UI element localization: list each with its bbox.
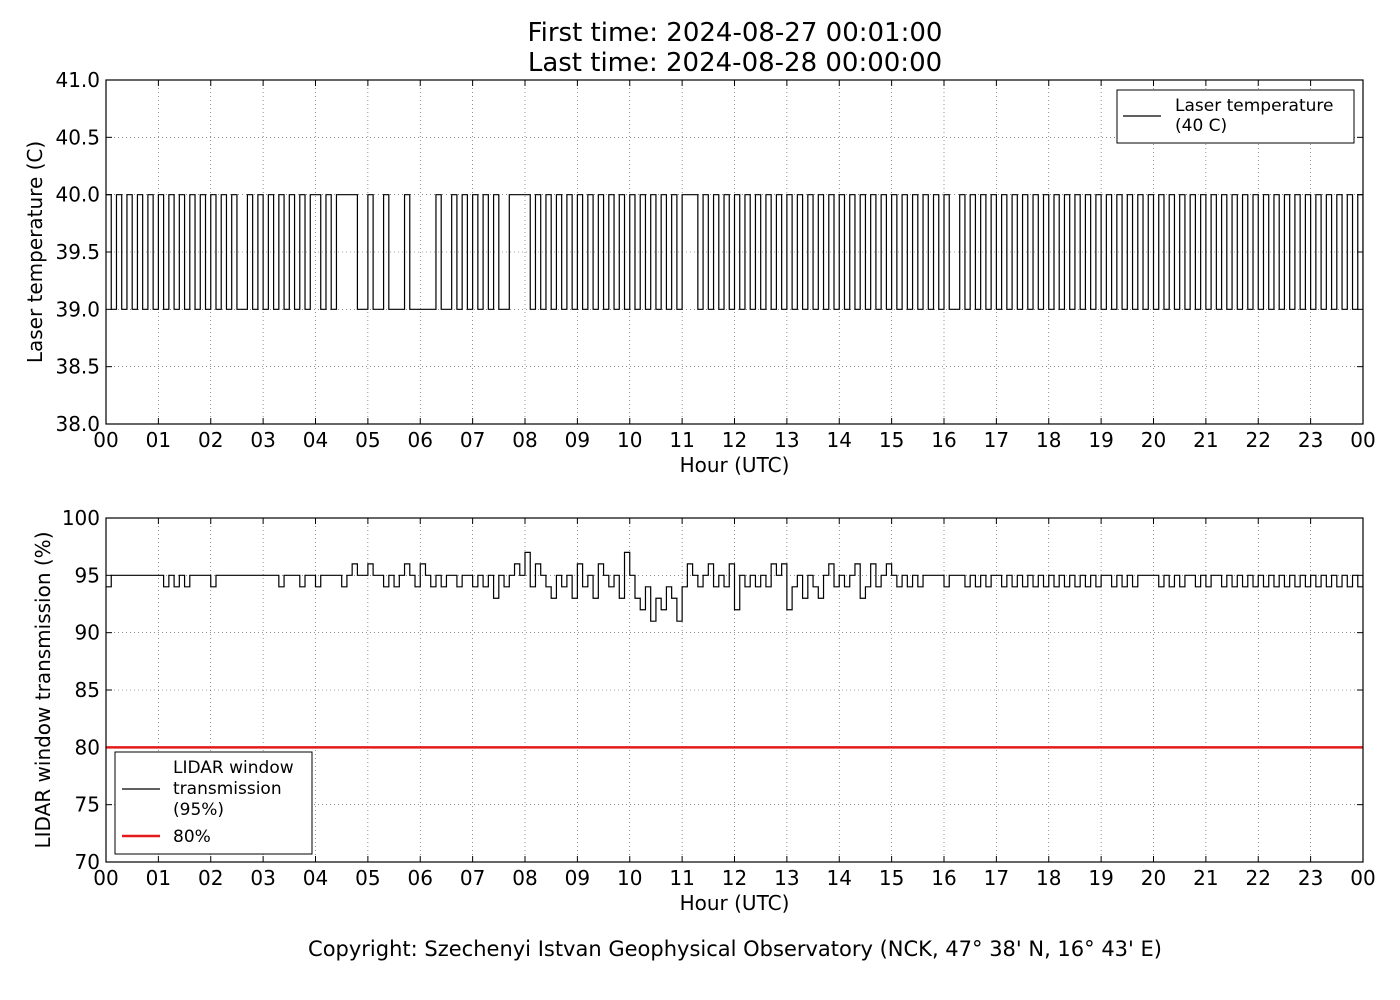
x-tick-label: 09 [565, 428, 590, 452]
x-tick-label: 02 [198, 866, 223, 890]
x-tick-label: 01 [146, 428, 171, 452]
x-tick-label: 16 [931, 428, 956, 452]
legend-label: (95%) [173, 800, 224, 820]
legend-label: transmission [173, 779, 282, 799]
plot-frame [105, 79, 1364, 425]
y-tick-label: 100 [62, 506, 100, 530]
x-tick-label: 00 [93, 428, 118, 452]
x-tick-label: 17 [984, 428, 1009, 452]
x-tick-label: 16 [931, 866, 956, 890]
x-tick-label: 15 [879, 428, 904, 452]
y-tick-label: 38.0 [55, 412, 100, 436]
chart-panel-2: 00 01 02 03 04 05 06 07 08 09 10 11 12 13 14 15 16 17 18 19… [31, 506, 1376, 915]
y-tick-label: 38.5 [55, 355, 100, 379]
x-tick-label: 05 [355, 428, 380, 452]
x-tick-label: 09 [565, 866, 590, 890]
x-tick-label: 20 [1141, 428, 1166, 452]
x-tick-label: 10 [617, 866, 642, 890]
legend-label: 80% [173, 827, 211, 847]
x-tick-label: 02 [198, 428, 223, 452]
x-tick-label: 04 [303, 428, 328, 452]
x-tick-label: 13 [774, 866, 799, 890]
x-tick-label: 18 [1036, 428, 1061, 452]
x-tick-label: 12 [722, 866, 747, 890]
x-tick-label: 13 [774, 428, 799, 452]
x-tick-label: 03 [250, 866, 275, 890]
legend: Laser temperature(40 C) [1116, 89, 1355, 144]
x-tick-label: 06 [408, 866, 433, 890]
legend-label: LIDAR window [173, 758, 294, 778]
plot-frame [105, 517, 1364, 863]
copyright-footer: Copyright: Szechenyi Istvan Geophysical … [308, 937, 1162, 961]
x-tick-label: 00 [1350, 866, 1375, 890]
x-tick-label: 18 [1036, 866, 1061, 890]
y-tick-label: 39.0 [55, 297, 100, 321]
x-tick-label: 22 [1246, 428, 1271, 452]
x-tick-label: 00 [93, 866, 118, 890]
x-axis-label: Hour (UTC) [680, 891, 790, 915]
x-tick-label: 07 [460, 428, 485, 452]
x-tick-label: 05 [355, 866, 380, 890]
x-tick-label: 08 [512, 866, 537, 890]
y-axis-label: Laser temperature (C) [23, 141, 47, 363]
y-tick-label: 95 [75, 563, 100, 587]
x-tick-label: 20 [1141, 866, 1166, 890]
x-tick-label: 03 [250, 428, 275, 452]
chart-title-line-2: Last time: 2024-08-28 00:00:00 [527, 48, 943, 78]
y-tick-label: 85 [75, 678, 100, 702]
x-axis-label: Hour (UTC) [680, 453, 790, 477]
legend-label: Laser temperature [1175, 96, 1333, 116]
x-tick-label: 11 [669, 866, 694, 890]
x-tick-label: 22 [1246, 866, 1271, 890]
series-line-1 [106, 551, 1363, 622]
y-tick-label: 80 [75, 735, 100, 759]
y-tick-label: 39.5 [55, 240, 100, 264]
legend-label: (40 C) [1175, 116, 1227, 136]
x-tick-label: 15 [879, 866, 904, 890]
y-tick-label: 90 [75, 621, 100, 645]
chart-panel-1: 00 01 02 03 04 05 06 07 08 09 10 11 12 13 14 15 16 17 18 19… [23, 68, 1376, 477]
x-tick-label: 19 [1088, 866, 1113, 890]
y-tick-label: 75 [75, 793, 100, 817]
x-tick-label: 01 [146, 866, 171, 890]
x-tick-label: 19 [1088, 428, 1113, 452]
x-tick-label: 00 [1350, 428, 1375, 452]
x-tick-label: 23 [1298, 866, 1323, 890]
y-tick-label: 70 [75, 850, 100, 874]
y-tick-label: 40.0 [55, 183, 100, 207]
series-line-1 [106, 194, 1363, 310]
x-tick-label: 17 [984, 866, 1009, 890]
y-tick-label: 41.0 [55, 68, 100, 92]
y-tick-label: 40.5 [55, 125, 100, 149]
chart-title-line-1: First time: 2024-08-27 00:01:00 [527, 18, 943, 48]
x-tick-label: 14 [827, 866, 852, 890]
x-tick-label: 21 [1193, 428, 1218, 452]
x-tick-label: 07 [460, 866, 485, 890]
y-axis-label: LIDAR window transmission (%) [31, 532, 55, 849]
x-tick-label: 21 [1193, 866, 1218, 890]
x-tick-label: 08 [512, 428, 537, 452]
x-tick-label: 06 [408, 428, 433, 452]
x-tick-label: 04 [303, 866, 328, 890]
x-tick-label: 11 [669, 428, 694, 452]
x-tick-label: 14 [827, 428, 852, 452]
x-tick-label: 23 [1298, 428, 1323, 452]
x-tick-label: 10 [617, 428, 642, 452]
x-tick-label: 12 [722, 428, 747, 452]
